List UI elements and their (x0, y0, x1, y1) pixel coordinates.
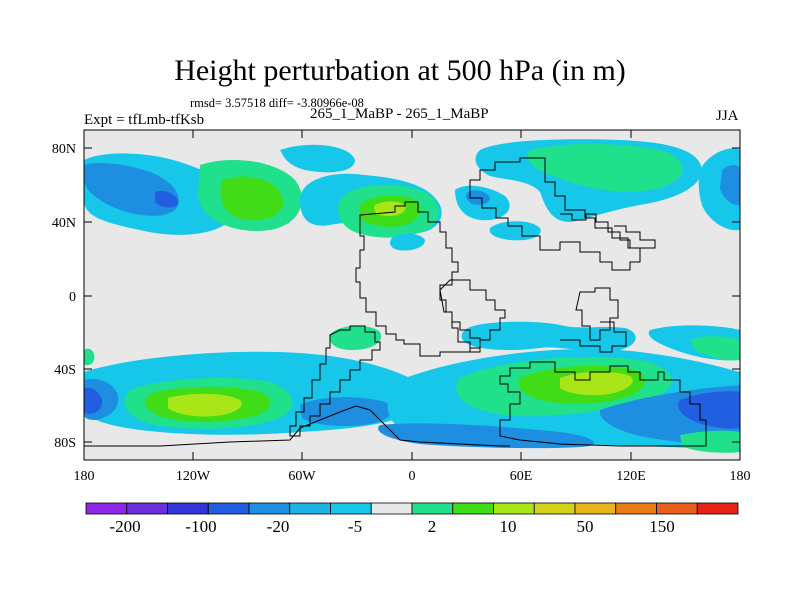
contour-deep-blue-sp-west (84, 387, 103, 414)
contour-lime-np-center (220, 176, 284, 221)
lon-label: 180 (730, 469, 751, 484)
contour-yellowgreen-south-indian (560, 371, 633, 396)
colorbar-swatch (656, 502, 698, 515)
lon-label: 120W (176, 469, 211, 484)
colorbar-swatch (452, 502, 494, 515)
contour-cyan-np-band (280, 144, 355, 173)
outline-antarctica (84, 405, 510, 447)
contour-green-west-pacific (690, 336, 740, 361)
lon-labels: 180 120W 60W 0 60E 120E 180 (74, 469, 751, 484)
outline-indian-subcontinent (575, 287, 619, 341)
lon-label: 60W (288, 469, 316, 484)
contour-deep-blue-np-west (155, 190, 179, 208)
colorbar-label: 150 (649, 517, 675, 536)
colorbar-labels: -200 -100 -20 -5 2 10 50 150 (109, 517, 674, 536)
contour-green-far-south (680, 430, 740, 453)
colorbar-swatch (126, 502, 168, 515)
axis-ticks (83, 130, 741, 460)
colorbar (85, 502, 739, 515)
colorbar-label: -200 (109, 517, 140, 536)
contour-fields (84, 139, 740, 453)
lat-label: 0 (69, 290, 76, 305)
colorbar-swatch (248, 502, 291, 515)
colorbar-label: 10 (500, 517, 517, 536)
colorbar-swatch (370, 502, 413, 515)
colorbar-swatch (85, 502, 128, 515)
colorbar-swatch (411, 502, 454, 515)
lon-label: 60E (510, 469, 533, 484)
colorbar-label: 50 (577, 517, 594, 536)
contour-yellowgreen-sp-center (168, 393, 242, 417)
contour-blue-ne-pacific (720, 165, 740, 206)
colorbar-swatch (330, 502, 372, 515)
colorbar-label: -20 (267, 517, 290, 536)
contour-cyan-indian-ocean (461, 321, 636, 352)
season-label: JJA (716, 108, 739, 124)
experiment-label: Expt = tfLmb-tfKsb (84, 112, 205, 128)
outline-north-america (355, 201, 481, 357)
contour-green-north-asia (527, 144, 683, 192)
colorbar-swatch (289, 502, 331, 515)
contour-blue-np-west (84, 162, 179, 216)
lat-label: 80N (52, 142, 76, 157)
lat-label: 40S (54, 363, 76, 378)
lon-label: 120E (616, 469, 646, 484)
colorbar-swatch (167, 502, 209, 515)
outline-south-america (289, 325, 381, 437)
colorbar-swatch (696, 502, 739, 515)
lat-label: 80S (54, 436, 76, 451)
colorbar-swatch (574, 502, 617, 515)
colorbar-swatch (533, 502, 576, 515)
contour-deep-blue-southern-ocean (678, 391, 740, 429)
contour-cyan-atlantic-small (390, 233, 425, 251)
contour-green-sw-edge (84, 348, 95, 366)
outline-eurasia (469, 157, 641, 271)
outline-southeast-asia (560, 321, 627, 353)
center-subtitle: 265_1_MaBP - 265_1_MaBP (310, 106, 489, 122)
colorbar-swatch (615, 502, 657, 515)
outline-greenland (560, 213, 656, 249)
stats-line: rmsd= 3.57518 diff= -3.80966e-08 (190, 96, 364, 110)
colorbar-swatch (493, 502, 535, 515)
lon-label: 180 (74, 469, 95, 484)
plot-title: Height perturbation at 500 hPa (in m) (174, 54, 626, 87)
continent-outlines (84, 157, 707, 447)
colorbar-label: -5 (348, 517, 362, 536)
lat-label: 40N (52, 216, 76, 231)
contour-yellowgreen-north-atlantic (374, 201, 406, 216)
colorbar-swatch (207, 502, 250, 515)
lat-labels: 80N 40N 0 40S 80S (52, 142, 76, 451)
contour-blue-south-atlantic (300, 397, 393, 426)
lon-label: 0 (409, 469, 416, 484)
outline-africa (439, 279, 506, 353)
colorbar-label: -100 (185, 517, 216, 536)
colorbar-label: 2 (428, 517, 437, 536)
outline-australia (499, 361, 707, 447)
